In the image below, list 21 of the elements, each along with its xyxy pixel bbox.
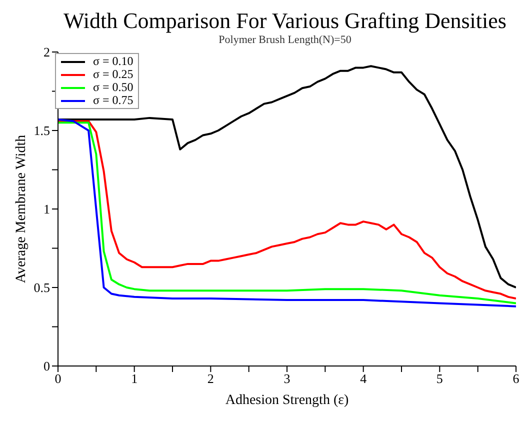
line-series — [58, 65, 516, 288]
y-tick-label: 0 — [44, 358, 50, 374]
y-axis-title: Average Membrane Width — [14, 134, 29, 284]
chart-title: Width Comparison For Various Grafting Densities — [62, 8, 508, 34]
x-tick-label: 1 — [131, 371, 138, 386]
y-tick-label: 2 — [44, 44, 50, 60]
x-tick-label: 3 — [284, 371, 290, 386]
legend-label: σ = 0.25 — [93, 67, 134, 81]
x-tick-label: 0 — [54, 371, 62, 386]
x-axis-title: Adhesion Strength (ε) — [225, 393, 349, 408]
y-tick-label: 1.5 — [34, 123, 50, 138]
y-tick-label: 0.5 — [34, 280, 50, 296]
x-tick-label: 4 — [360, 371, 368, 386]
legend-label: σ = 0.10 — [93, 54, 134, 68]
x-tick-label: 2 — [207, 371, 214, 386]
x-tick-label: 5 — [436, 371, 443, 386]
legend-label: σ = 0.75 — [93, 93, 134, 107]
x-tick-label: 6 — [512, 371, 520, 386]
legend-label: σ = 0.50 — [93, 80, 134, 94]
y-tick-label: 1 — [44, 202, 50, 217]
chart-subtitle: Polymer Brush Length(N)=50 — [218, 34, 352, 46]
